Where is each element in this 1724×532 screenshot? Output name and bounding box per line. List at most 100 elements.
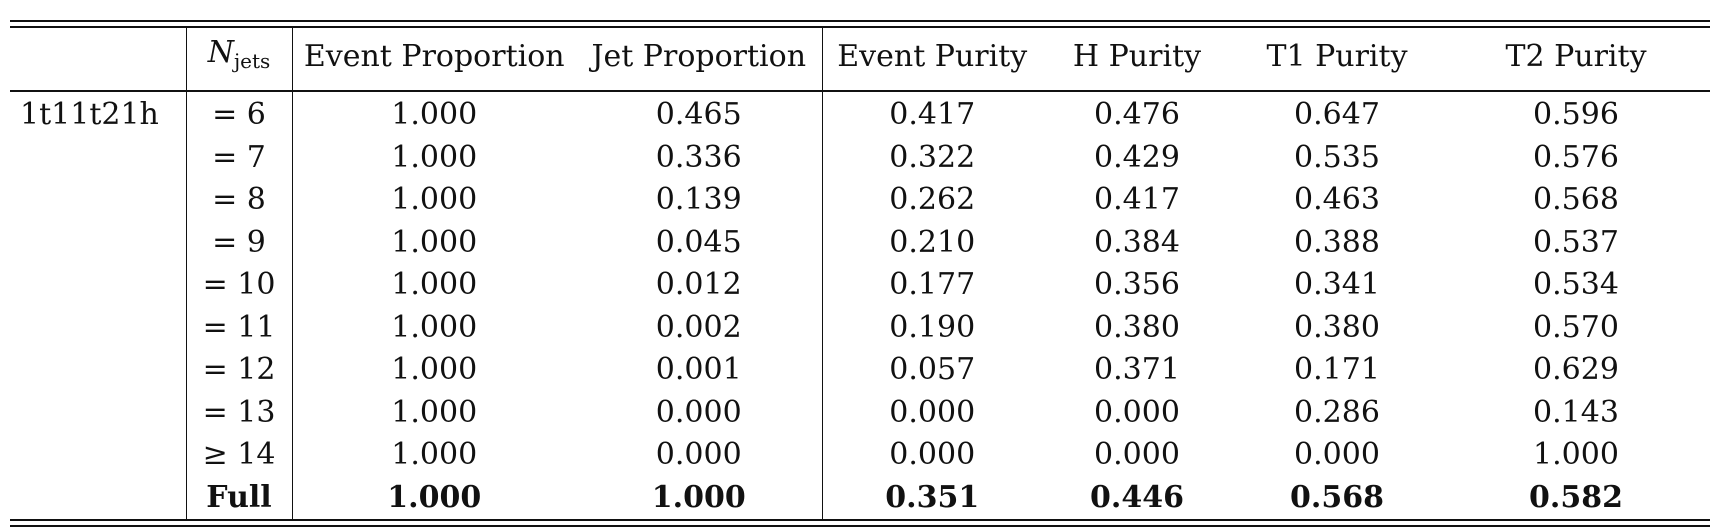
njets-cell: = 8 bbox=[186, 179, 293, 222]
event-purity-cell: 0.057 bbox=[889, 352, 976, 388]
t1-purity-cell: 0.380 bbox=[1294, 309, 1380, 345]
table-row: = 9 1.000 0.045 0.210 0.384 0.388 0.537 bbox=[10, 221, 1710, 264]
event-purity-cell: 0.262 bbox=[889, 182, 976, 218]
t2-purity-cell: 0.576 bbox=[1533, 139, 1619, 175]
results-table-wrapper: Njets Event Proportion Jet Proportion Ev… bbox=[10, 20, 1710, 527]
event-purity-cell: 0.351 bbox=[885, 479, 980, 515]
header-jet-proportion: Jet Proportion bbox=[576, 28, 823, 86]
event-purity-cell: 0.000 bbox=[889, 437, 976, 473]
header-h-purity: H Purity bbox=[1072, 39, 1202, 74]
t2-purity-cell: 0.143 bbox=[1533, 394, 1619, 430]
header-event-proportion: Event Proportion bbox=[303, 39, 565, 74]
table-row: = 7 1.000 0.336 0.322 0.429 0.535 0.576 bbox=[10, 136, 1710, 179]
header-njets-sub: jets bbox=[233, 49, 271, 73]
h-purity-cell: 0.356 bbox=[1094, 267, 1180, 303]
jet-proportion-cell: 1.000 bbox=[576, 476, 823, 519]
t2-purity-cell: 0.570 bbox=[1533, 309, 1619, 345]
event-proportion-cell: 1.000 bbox=[391, 182, 478, 218]
event-purity-cell: 0.000 bbox=[889, 394, 976, 430]
jet-proportion-cell: 0.000 bbox=[576, 434, 823, 477]
t1-purity-cell: 0.463 bbox=[1294, 182, 1380, 218]
table-row: = 8 1.000 0.139 0.262 0.417 0.463 0.568 bbox=[10, 179, 1710, 222]
group-label-cell bbox=[10, 391, 187, 434]
event-purity-cell: 0.322 bbox=[889, 139, 976, 175]
njets-cell: = 12 bbox=[186, 349, 293, 392]
group-label-cell: 1t11t21h bbox=[10, 91, 187, 137]
t1-purity-cell: 0.286 bbox=[1294, 394, 1380, 430]
header-njets: Njets bbox=[186, 28, 293, 86]
jet-proportion-cell: 0.000 bbox=[576, 391, 823, 434]
t1-purity-cell: 0.000 bbox=[1294, 437, 1380, 473]
njets-cell: = 10 bbox=[186, 264, 293, 307]
event-proportion-cell: 1.000 bbox=[391, 352, 478, 388]
jet-proportion-cell: 0.012 bbox=[576, 264, 823, 307]
table-row: = 11 1.000 0.002 0.190 0.380 0.380 0.570 bbox=[10, 306, 1710, 349]
header-event-purity: Event Purity bbox=[837, 39, 1028, 74]
event-proportion-cell: 1.000 bbox=[387, 479, 482, 515]
njets-cell: = 6 bbox=[186, 91, 293, 137]
event-purity-cell: 0.177 bbox=[889, 267, 976, 303]
group-label-cell bbox=[10, 306, 187, 349]
table-row: ≥ 14 1.000 0.000 0.000 0.000 0.000 1.000 bbox=[10, 434, 1710, 477]
event-proportion-cell: 1.000 bbox=[391, 394, 478, 430]
mid-rule-row bbox=[10, 86, 1710, 92]
jet-proportion-cell: 0.002 bbox=[576, 306, 823, 349]
header-njets-base: N bbox=[207, 35, 234, 70]
t2-purity-cell: 1.000 bbox=[1533, 437, 1619, 473]
table-row: Full 1.000 1.000 0.351 0.446 0.568 0.582 bbox=[10, 476, 1710, 519]
njets-cell: = 7 bbox=[186, 136, 293, 179]
header-t1-purity: T1 Purity bbox=[1266, 39, 1408, 74]
group-label-cell bbox=[10, 179, 187, 222]
event-purity-cell: 0.190 bbox=[889, 309, 976, 345]
group-label-cell bbox=[10, 434, 187, 477]
t2-purity-cell: 0.582 bbox=[1529, 479, 1623, 515]
t2-purity-cell: 0.537 bbox=[1533, 224, 1619, 260]
table-row: = 12 1.000 0.001 0.057 0.371 0.171 0.629 bbox=[10, 349, 1710, 392]
h-purity-cell: 0.000 bbox=[1094, 394, 1180, 430]
jet-proportion-cell: 0.336 bbox=[576, 136, 823, 179]
njets-cell: Full bbox=[186, 476, 293, 519]
bottom-double-rule bbox=[10, 519, 1710, 527]
group-label-cell bbox=[10, 349, 187, 392]
t2-purity-cell: 0.568 bbox=[1533, 182, 1619, 218]
header-t2-purity: T2 Purity bbox=[1505, 39, 1647, 74]
h-purity-cell: 0.429 bbox=[1094, 139, 1180, 175]
t1-purity-cell: 0.568 bbox=[1290, 479, 1384, 515]
h-purity-cell: 0.446 bbox=[1090, 479, 1184, 515]
t1-purity-cell: 0.647 bbox=[1294, 97, 1380, 133]
jet-proportion-cell: 0.465 bbox=[576, 91, 823, 137]
event-purity-cell: 0.417 bbox=[889, 97, 976, 133]
group-label-cell bbox=[10, 221, 187, 264]
event-proportion-cell: 1.000 bbox=[391, 224, 478, 260]
jet-proportion-cell: 0.139 bbox=[576, 179, 823, 222]
njets-cell: ≥ 14 bbox=[186, 434, 293, 477]
njets-cell: = 9 bbox=[186, 221, 293, 264]
njets-cell: = 11 bbox=[186, 306, 293, 349]
t1-purity-cell: 0.535 bbox=[1294, 139, 1380, 175]
group-label-cell bbox=[10, 264, 187, 307]
table-body: 1t11t21h = 6 1.000 0.465 0.417 0.476 0.6… bbox=[10, 91, 1710, 519]
event-proportion-cell: 1.000 bbox=[391, 309, 478, 345]
event-purity-cell: 0.210 bbox=[889, 224, 976, 260]
header-empty bbox=[10, 28, 187, 86]
event-proportion-cell: 1.000 bbox=[391, 267, 478, 303]
njets-cell: = 13 bbox=[186, 391, 293, 434]
h-purity-cell: 0.384 bbox=[1094, 224, 1180, 260]
h-purity-cell: 0.000 bbox=[1094, 437, 1180, 473]
table-row: 1t11t21h = 6 1.000 0.465 0.417 0.476 0.6… bbox=[10, 91, 1710, 137]
jet-proportion-cell: 0.001 bbox=[576, 349, 823, 392]
header-row: Njets Event Proportion Jet Proportion Ev… bbox=[10, 28, 1710, 86]
event-proportion-cell: 1.000 bbox=[391, 97, 478, 133]
t1-purity-cell: 0.341 bbox=[1294, 267, 1380, 303]
event-proportion-cell: 1.000 bbox=[391, 437, 478, 473]
group-label-cell bbox=[10, 136, 187, 179]
h-purity-cell: 0.476 bbox=[1094, 97, 1180, 133]
t2-purity-cell: 0.534 bbox=[1533, 267, 1619, 303]
results-table: Njets Event Proportion Jet Proportion Ev… bbox=[10, 28, 1710, 519]
event-proportion-cell: 1.000 bbox=[391, 139, 478, 175]
t1-purity-cell: 0.171 bbox=[1294, 352, 1380, 388]
h-purity-cell: 0.371 bbox=[1094, 352, 1180, 388]
group-label-cell bbox=[10, 476, 187, 519]
table-row: = 13 1.000 0.000 0.000 0.000 0.286 0.143 bbox=[10, 391, 1710, 434]
table-row: = 10 1.000 0.012 0.177 0.356 0.341 0.534 bbox=[10, 264, 1710, 307]
